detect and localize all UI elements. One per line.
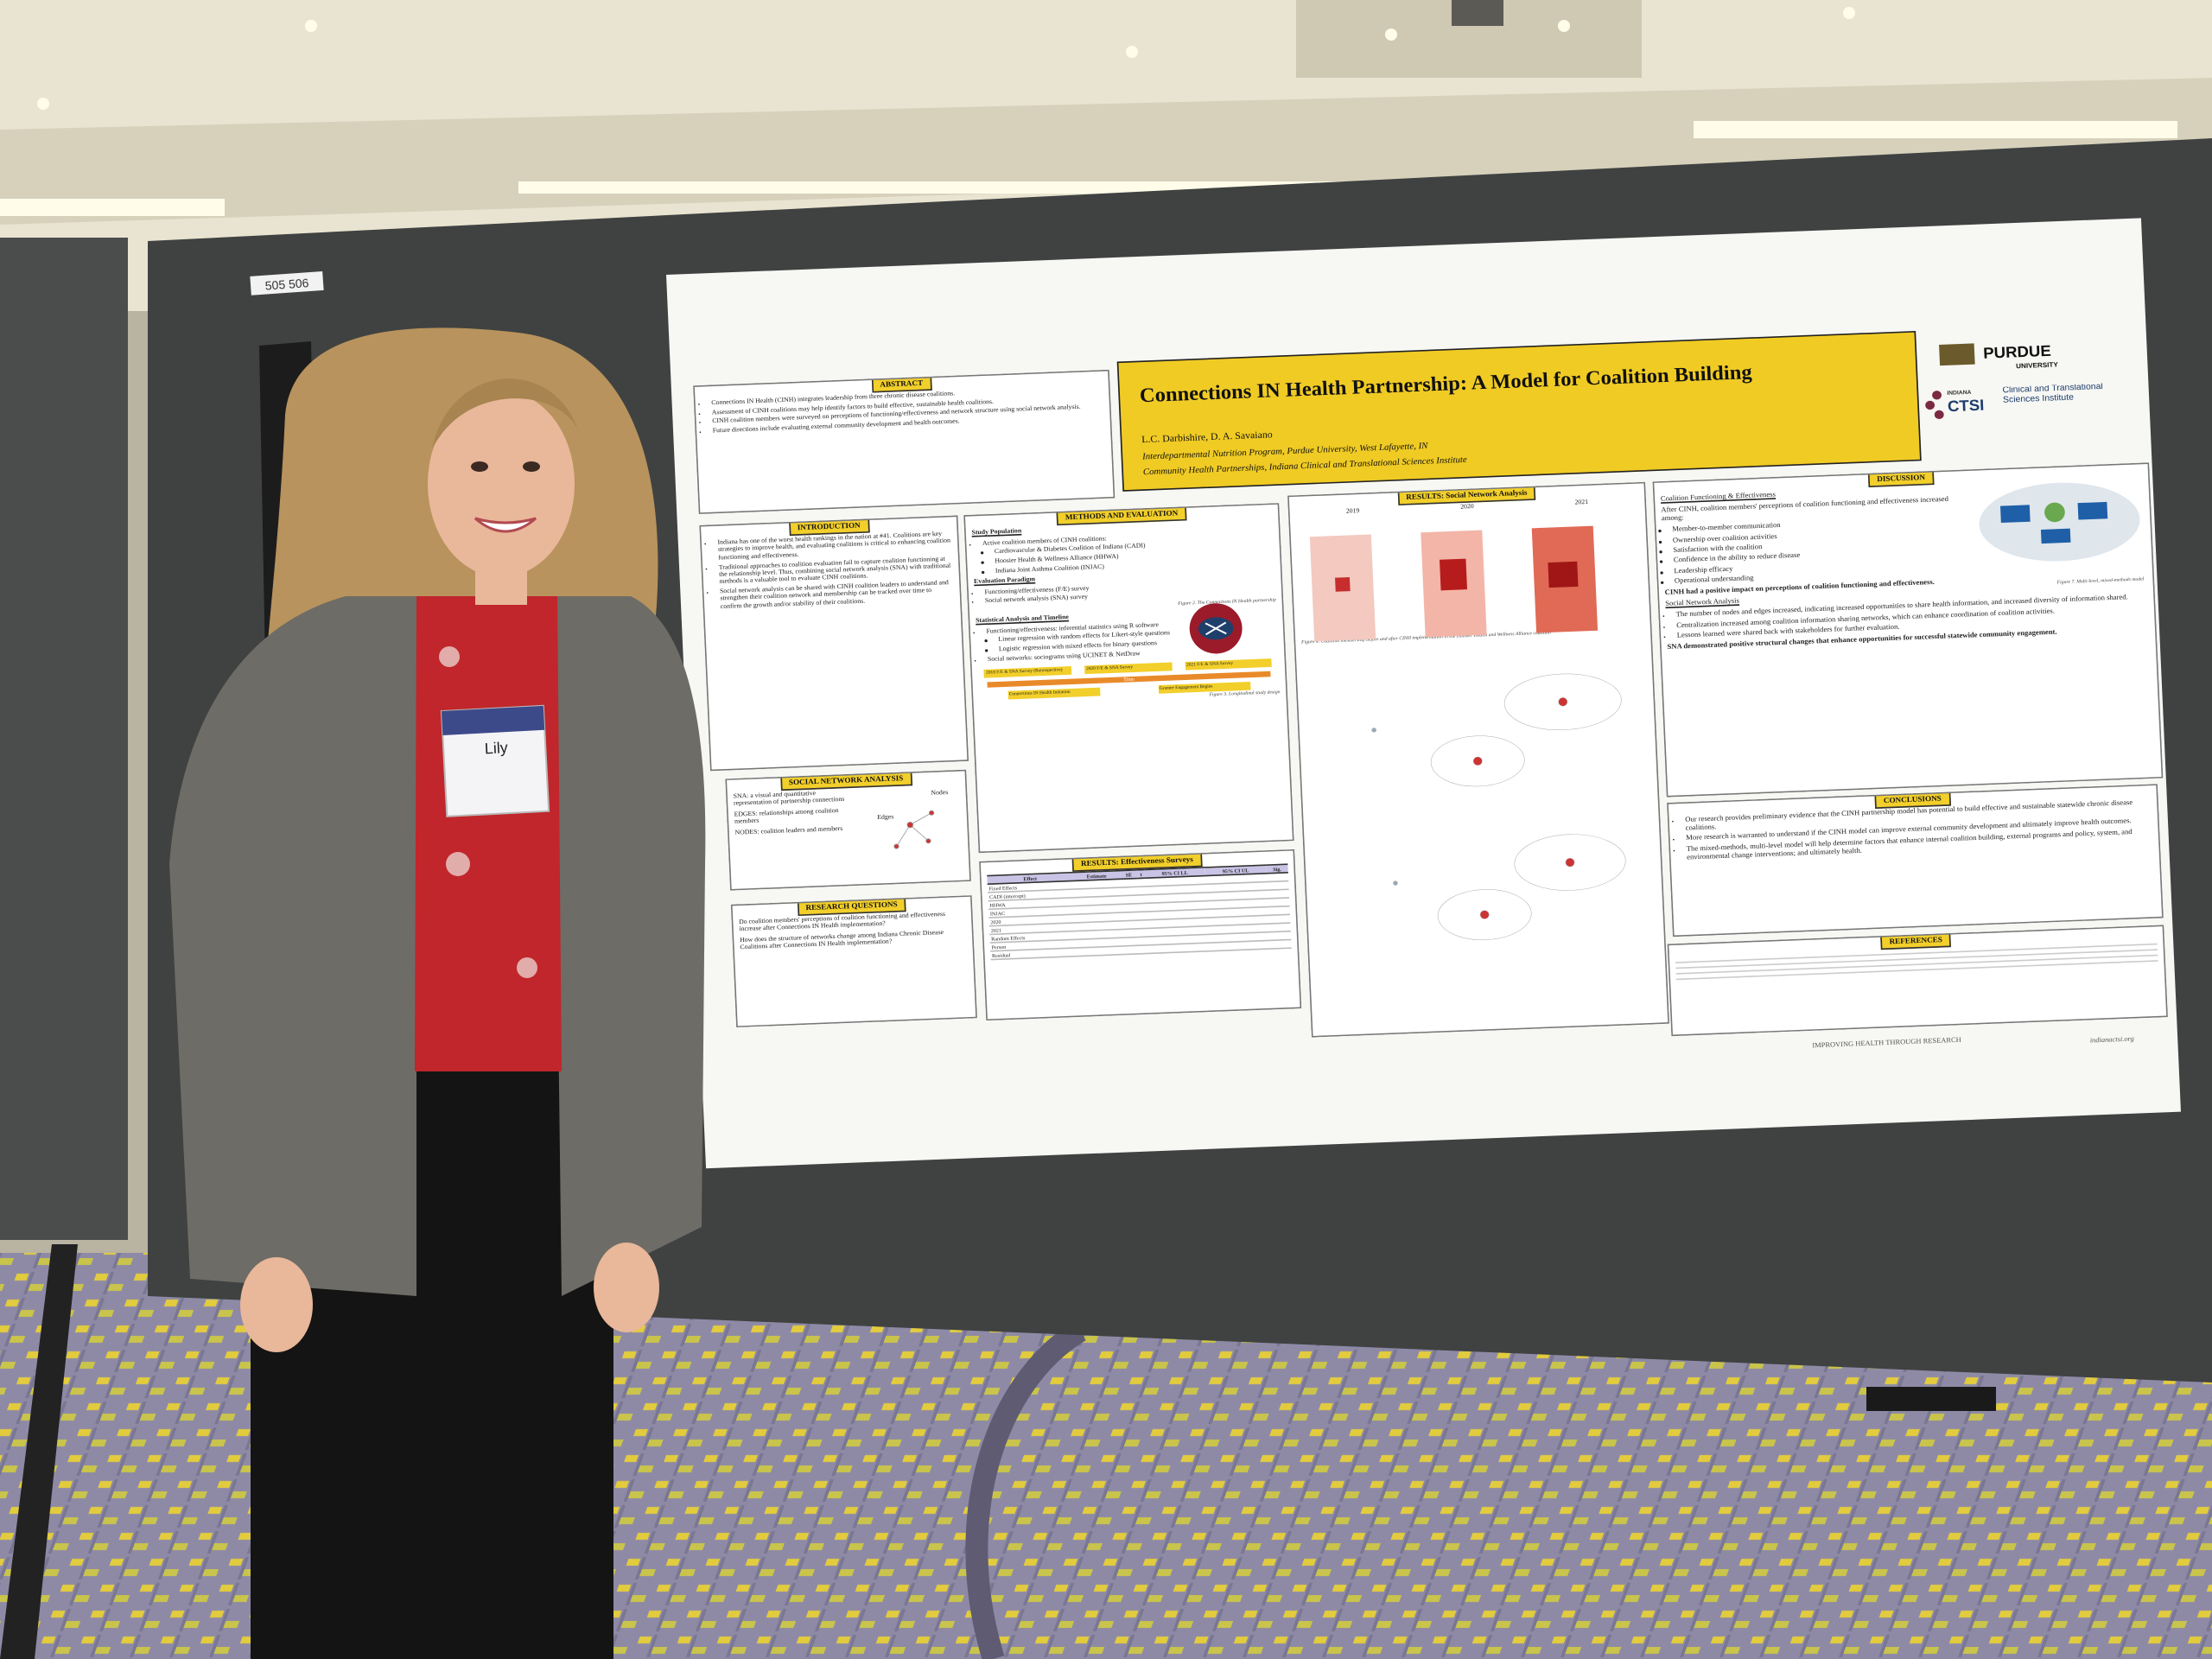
results-eff-box: RESULTS: Effectiveness Surveys Effect Est… (979, 849, 1302, 1021)
section-heading: ABSTRACT (870, 376, 932, 392)
timeline-box: 2018 F/E & SNA Survey (Retrospective) (984, 665, 1072, 677)
rq-box: RESEARCH QUESTIONS Do coalition members'… (730, 895, 977, 1028)
eye (523, 461, 540, 472)
social-network-analysis: SOCIAL NETWORK ANALYSIS SNA: a visual an… (725, 769, 971, 891)
year-label: 2019 (1345, 506, 1360, 515)
increase-list: Member-to-member communication Ownership… (1662, 516, 1954, 587)
introduction-box: INTRODUCTION Indiana has one of the wors… (699, 515, 969, 771)
methods-box: METHODS AND EVALUATION Study Population … (963, 503, 1294, 853)
hand (240, 1257, 313, 1352)
methods: METHODS AND EVALUATION Study Population … (963, 503, 1294, 854)
face (428, 391, 575, 577)
sna-label: Edges (877, 812, 894, 821)
ctsi-name: Clinical and Translational Sciences Inst… (2002, 381, 2104, 405)
hairline (432, 378, 579, 449)
poster: Connections IN Health Partnership: A Mod… (666, 218, 2181, 1168)
ctsi-mark (1925, 391, 1944, 420)
sna-item: EDGES: relationships among coalition mem… (734, 806, 839, 826)
eye (471, 461, 488, 472)
introduction: INTRODUCTION Indiana has one of the wors… (699, 515, 969, 772)
url: indianactsi.org (2090, 1035, 2134, 1045)
model-diagram (1979, 482, 2140, 562)
carpet-stripe (965, 1320, 1086, 1659)
booth-tag (250, 270, 324, 296)
purdue-logo: PURDUE (1983, 342, 2051, 362)
table-cell (1147, 943, 1209, 955)
sna-item: SNA: a visual and quantitative represent… (733, 789, 845, 808)
cardigan-right (553, 596, 706, 1296)
ctsi-name-box: Clinical and Translational Sciences Inst… (2002, 381, 2104, 405)
abstract-list: Connections IN Health (CINH) integrates … (701, 384, 1104, 435)
paradigm-block: Evaluation Paradigm Functioning/effectiv… (974, 570, 1161, 605)
title-block (1116, 330, 1922, 492)
references-box: REFERENCES (1667, 925, 2168, 1037)
sna-text: SNA: a visual and quantitative represent… (733, 788, 852, 836)
conclusions-list: Our research provides preliminary eviden… (1675, 798, 2152, 862)
cardigan-left (169, 596, 416, 1296)
neighbor-board (0, 238, 128, 1240)
intro-list: Indiana has one of the worst health rank… (707, 530, 954, 611)
discussion-top: Coalition Functioning & Effectiveness Af… (1661, 484, 1954, 586)
easel-leg (0, 1244, 78, 1659)
authors: L.C. Darbishire, D. A. Savaiano (1141, 429, 1273, 446)
table-cell (1208, 940, 1270, 952)
ctsi-state: INDIANA (1947, 390, 1972, 397)
timeline-box: 2021 F/E & SNA Survey (1185, 658, 1273, 671)
table-cell (1122, 945, 1141, 956)
blouse (415, 596, 562, 1071)
sna-diagram (893, 810, 935, 849)
purdue-sub: UNIVERSITY (2016, 361, 2059, 371)
booth-number: 505 506 (264, 276, 309, 293)
badge-name: Lily (484, 739, 508, 757)
vent (1452, 0, 1503, 26)
indiana-maps (1309, 525, 1599, 642)
network-graphs (1371, 673, 1626, 940)
partnership-diagram (1189, 603, 1243, 654)
sna-box: SOCIAL NETWORK ANALYSIS SNA: a visual an… (725, 769, 971, 891)
year-label: 2020 (1459, 502, 1474, 511)
results-effectiveness: RESULTS: Effectiveness Surveys Effect Est… (979, 849, 1302, 1021)
table-body: Fixed Effects CADI (intercept) HHWA INJAC 20… (987, 873, 1292, 961)
year-label: 2021 (1574, 498, 1589, 506)
neck (475, 570, 527, 605)
research-questions: RESEARCH QUESTIONS Do coalition members'… (730, 895, 977, 1028)
conclusions: CONCLUSIONS Our research provides prelim… (1667, 784, 2164, 938)
table-cell (1269, 940, 1292, 950)
methods-list: Active coalition members of CINH coaliti… (972, 528, 1274, 575)
hand (594, 1243, 659, 1332)
person: Lily (169, 327, 706, 1659)
sna-label: Nodes (931, 788, 949, 797)
abstract: ABSTRACT Connections IN Health (CINH) in… (693, 369, 1116, 514)
abstract-box: ABSTRACT Connections IN Health (CINH) in… (693, 370, 1115, 514)
references: REFERENCES (1667, 925, 2168, 1037)
smile (474, 517, 537, 533)
ctsi-logo: CTSI (1948, 397, 1985, 415)
board-foot (1866, 1387, 1996, 1411)
conclusions-box: CONCLUSIONS Our research provides prelim… (1667, 784, 2164, 937)
results-table: Effect Estimate SE t 95% CI LL 95% CI UL Sig. … (987, 863, 1292, 961)
badge-band (441, 705, 545, 735)
section-heading: REFERENCES (1880, 932, 1952, 950)
section-heading: DISCUSSION (1867, 470, 1935, 487)
table-cell (1076, 946, 1124, 957)
timeline-box: 2020 F/E & SNA Survey (1084, 662, 1173, 674)
purdue-mark (1939, 343, 1975, 366)
sna-item: NODES: coalition leaders and members (734, 824, 843, 836)
